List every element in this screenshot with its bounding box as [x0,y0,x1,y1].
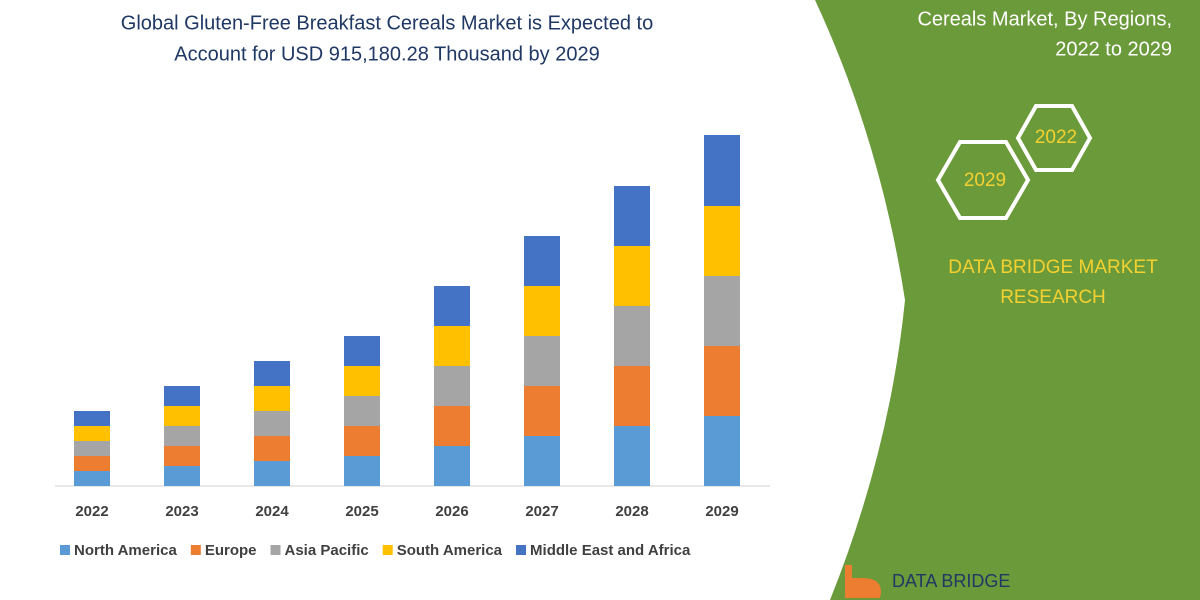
bar-segment [164,466,200,486]
x-tick-label: 2028 [615,503,648,520]
bar-segment [74,471,110,486]
bar-segment [704,206,740,276]
x-tick-label: 2023 [165,503,198,520]
bar-segment [254,361,290,386]
bar-segment [254,411,290,436]
bar-segment [164,386,200,406]
legend-label: Middle East and Africa [530,542,691,559]
bar-segment [344,366,380,396]
hexagon [935,140,1031,220]
chart-title: Account for USD 915,180.28 Thousand by 2… [174,43,599,65]
bar-segment [344,336,380,366]
x-tick-label: 2024 [255,503,289,520]
bar-segment [524,436,560,486]
bar-segment [434,366,470,406]
legend-label: North America [74,542,177,559]
bar-segment [614,246,650,306]
logo-icon [845,565,881,598]
legend-swatch [516,545,527,555]
legend-swatch [60,545,70,555]
bar-segment [344,426,380,456]
bar-segment [344,456,380,486]
x-tick-label: 2025 [345,503,378,520]
hexagon-label: 2029 [964,170,1006,191]
bar-segment [164,426,200,446]
legend-swatch [270,545,281,555]
bar-segment [524,336,560,386]
bar-segment [704,416,740,486]
bar-segment [704,135,740,206]
bar-segment [344,396,380,426]
bar-segment [524,286,560,336]
x-tick-label: 2027 [525,503,558,520]
bar-segment [704,276,740,346]
legend-label: Asia Pacific [285,542,369,559]
bar-segment [254,461,290,486]
side-panel [815,0,1200,600]
legend-label: South America [397,542,503,559]
bar-segment [164,446,200,466]
bar-segment [164,406,200,426]
legend-swatch [382,545,393,555]
x-tick-label: 2026 [435,503,468,520]
x-tick-label: 2029 [705,503,738,520]
bar-segment [74,456,110,471]
bar-segment [74,441,110,456]
bar-segment [524,386,560,436]
bar-segment [434,406,470,446]
bar-segment [614,366,650,426]
legend-swatch [190,545,201,555]
chart-title: Global Gluten-Free Breakfast Cereals Mar… [121,12,653,34]
bar-segment [74,426,110,441]
bar-segment [254,386,290,411]
bar-segment [614,306,650,366]
panel-heading: Cereals Market, By Regions, [917,8,1172,30]
bar-segment [524,236,560,286]
bar-segment [434,326,470,366]
bar-segment [434,446,470,486]
bar-segment [74,411,110,426]
logo-text: DATA BRIDGE [892,571,1010,591]
bar-segment [614,426,650,486]
hexagon-label: 2022 [1035,127,1077,148]
brand-text: DATA BRIDGE MARKET [948,257,1158,278]
panel-heading: 2022 to 2029 [1055,38,1172,60]
bar-segment [614,186,650,246]
legend-label: Europe [205,542,257,559]
hexagon [1015,104,1093,172]
x-tick-label: 2022 [75,503,108,520]
brand-text: RESEARCH [1000,287,1106,308]
bar-segment [254,436,290,461]
bar-segment [704,346,740,416]
bar-segment [434,286,470,326]
